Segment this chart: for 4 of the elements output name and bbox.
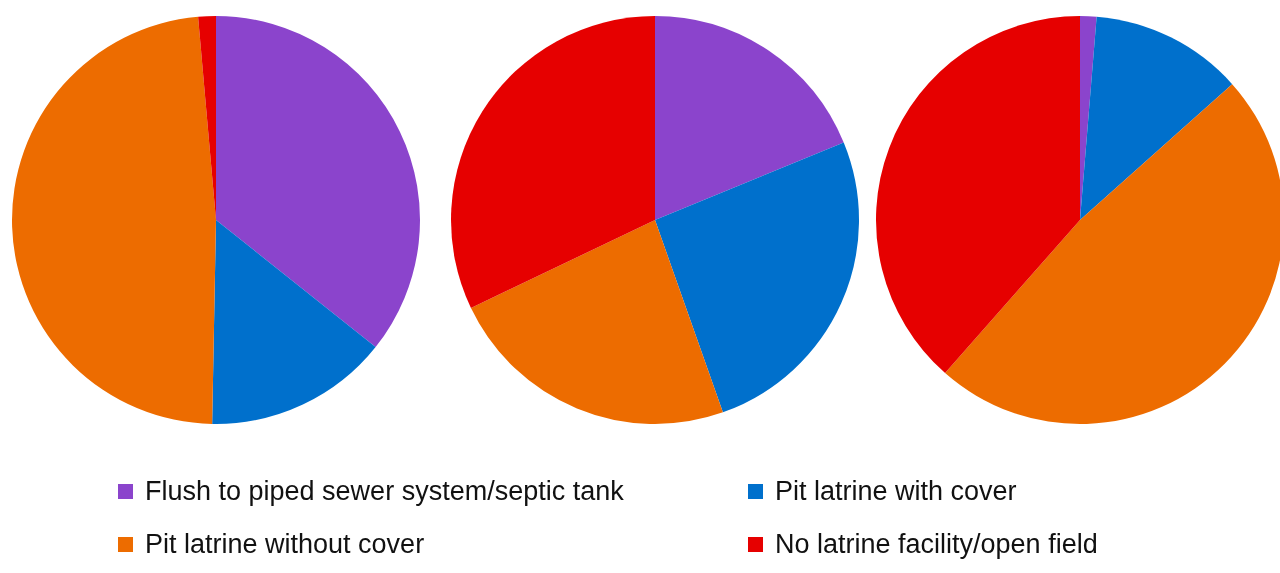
legend-label: Pit latrine without cover [145, 529, 425, 560]
legend-label: Pit latrine with cover [775, 476, 1017, 507]
legend-label: No latrine facility/open field [775, 529, 1098, 560]
legend-label: Flush to piped sewer system/septic tank [145, 476, 624, 507]
